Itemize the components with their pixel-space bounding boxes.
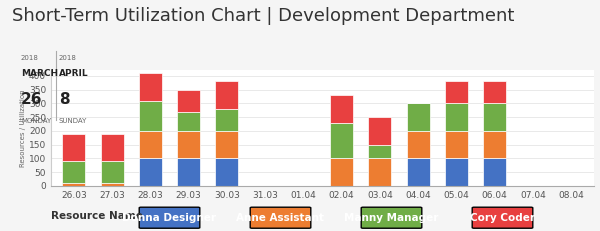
Bar: [330, 158, 353, 186]
Bar: [407, 131, 430, 158]
Bar: [62, 183, 85, 186]
Bar: [407, 103, 430, 131]
Bar: [445, 82, 468, 103]
Bar: [139, 158, 162, 186]
Bar: [62, 134, 85, 161]
Bar: [177, 112, 200, 131]
Text: 2018: 2018: [59, 55, 77, 61]
Bar: [139, 131, 162, 158]
Bar: [483, 131, 506, 158]
Bar: [368, 158, 391, 186]
Bar: [215, 109, 238, 131]
Bar: [483, 82, 506, 103]
Bar: [445, 131, 468, 158]
Text: Cory Coder: Cory Coder: [470, 213, 535, 223]
Bar: [177, 90, 200, 112]
Bar: [368, 145, 391, 158]
Bar: [101, 161, 124, 183]
Bar: [215, 158, 238, 186]
Text: 2018: 2018: [21, 55, 39, 61]
Bar: [445, 158, 468, 186]
Bar: [483, 103, 506, 131]
Text: Manny Manager: Manny Manager: [344, 213, 439, 223]
Bar: [407, 158, 430, 186]
Text: 26: 26: [21, 92, 43, 107]
Bar: [445, 103, 468, 131]
Bar: [483, 158, 506, 186]
Bar: [101, 134, 124, 161]
Text: Donna Designer: Donna Designer: [122, 213, 217, 223]
Bar: [215, 82, 238, 109]
Text: Resource Name: Resource Name: [51, 211, 143, 221]
Text: MARCH: MARCH: [21, 69, 58, 78]
Text: SUNDAY: SUNDAY: [59, 118, 87, 124]
Text: Anne Assistant: Anne Assistant: [236, 213, 325, 223]
Bar: [330, 123, 353, 158]
Bar: [177, 158, 200, 186]
Bar: [139, 73, 162, 101]
Text: MONDAY: MONDAY: [21, 118, 51, 124]
Bar: [177, 131, 200, 158]
Bar: [101, 183, 124, 186]
Text: APRIL: APRIL: [59, 69, 88, 78]
Bar: [368, 117, 391, 145]
Bar: [62, 161, 85, 183]
Text: 8: 8: [59, 92, 70, 107]
Text: Short-Term Utilization Chart | Development Department: Short-Term Utilization Chart | Developme…: [12, 7, 514, 25]
Bar: [215, 131, 238, 158]
Bar: [330, 95, 353, 123]
Y-axis label: Resources / Utilization: Resources / Utilization: [20, 89, 26, 167]
Bar: [139, 101, 162, 131]
